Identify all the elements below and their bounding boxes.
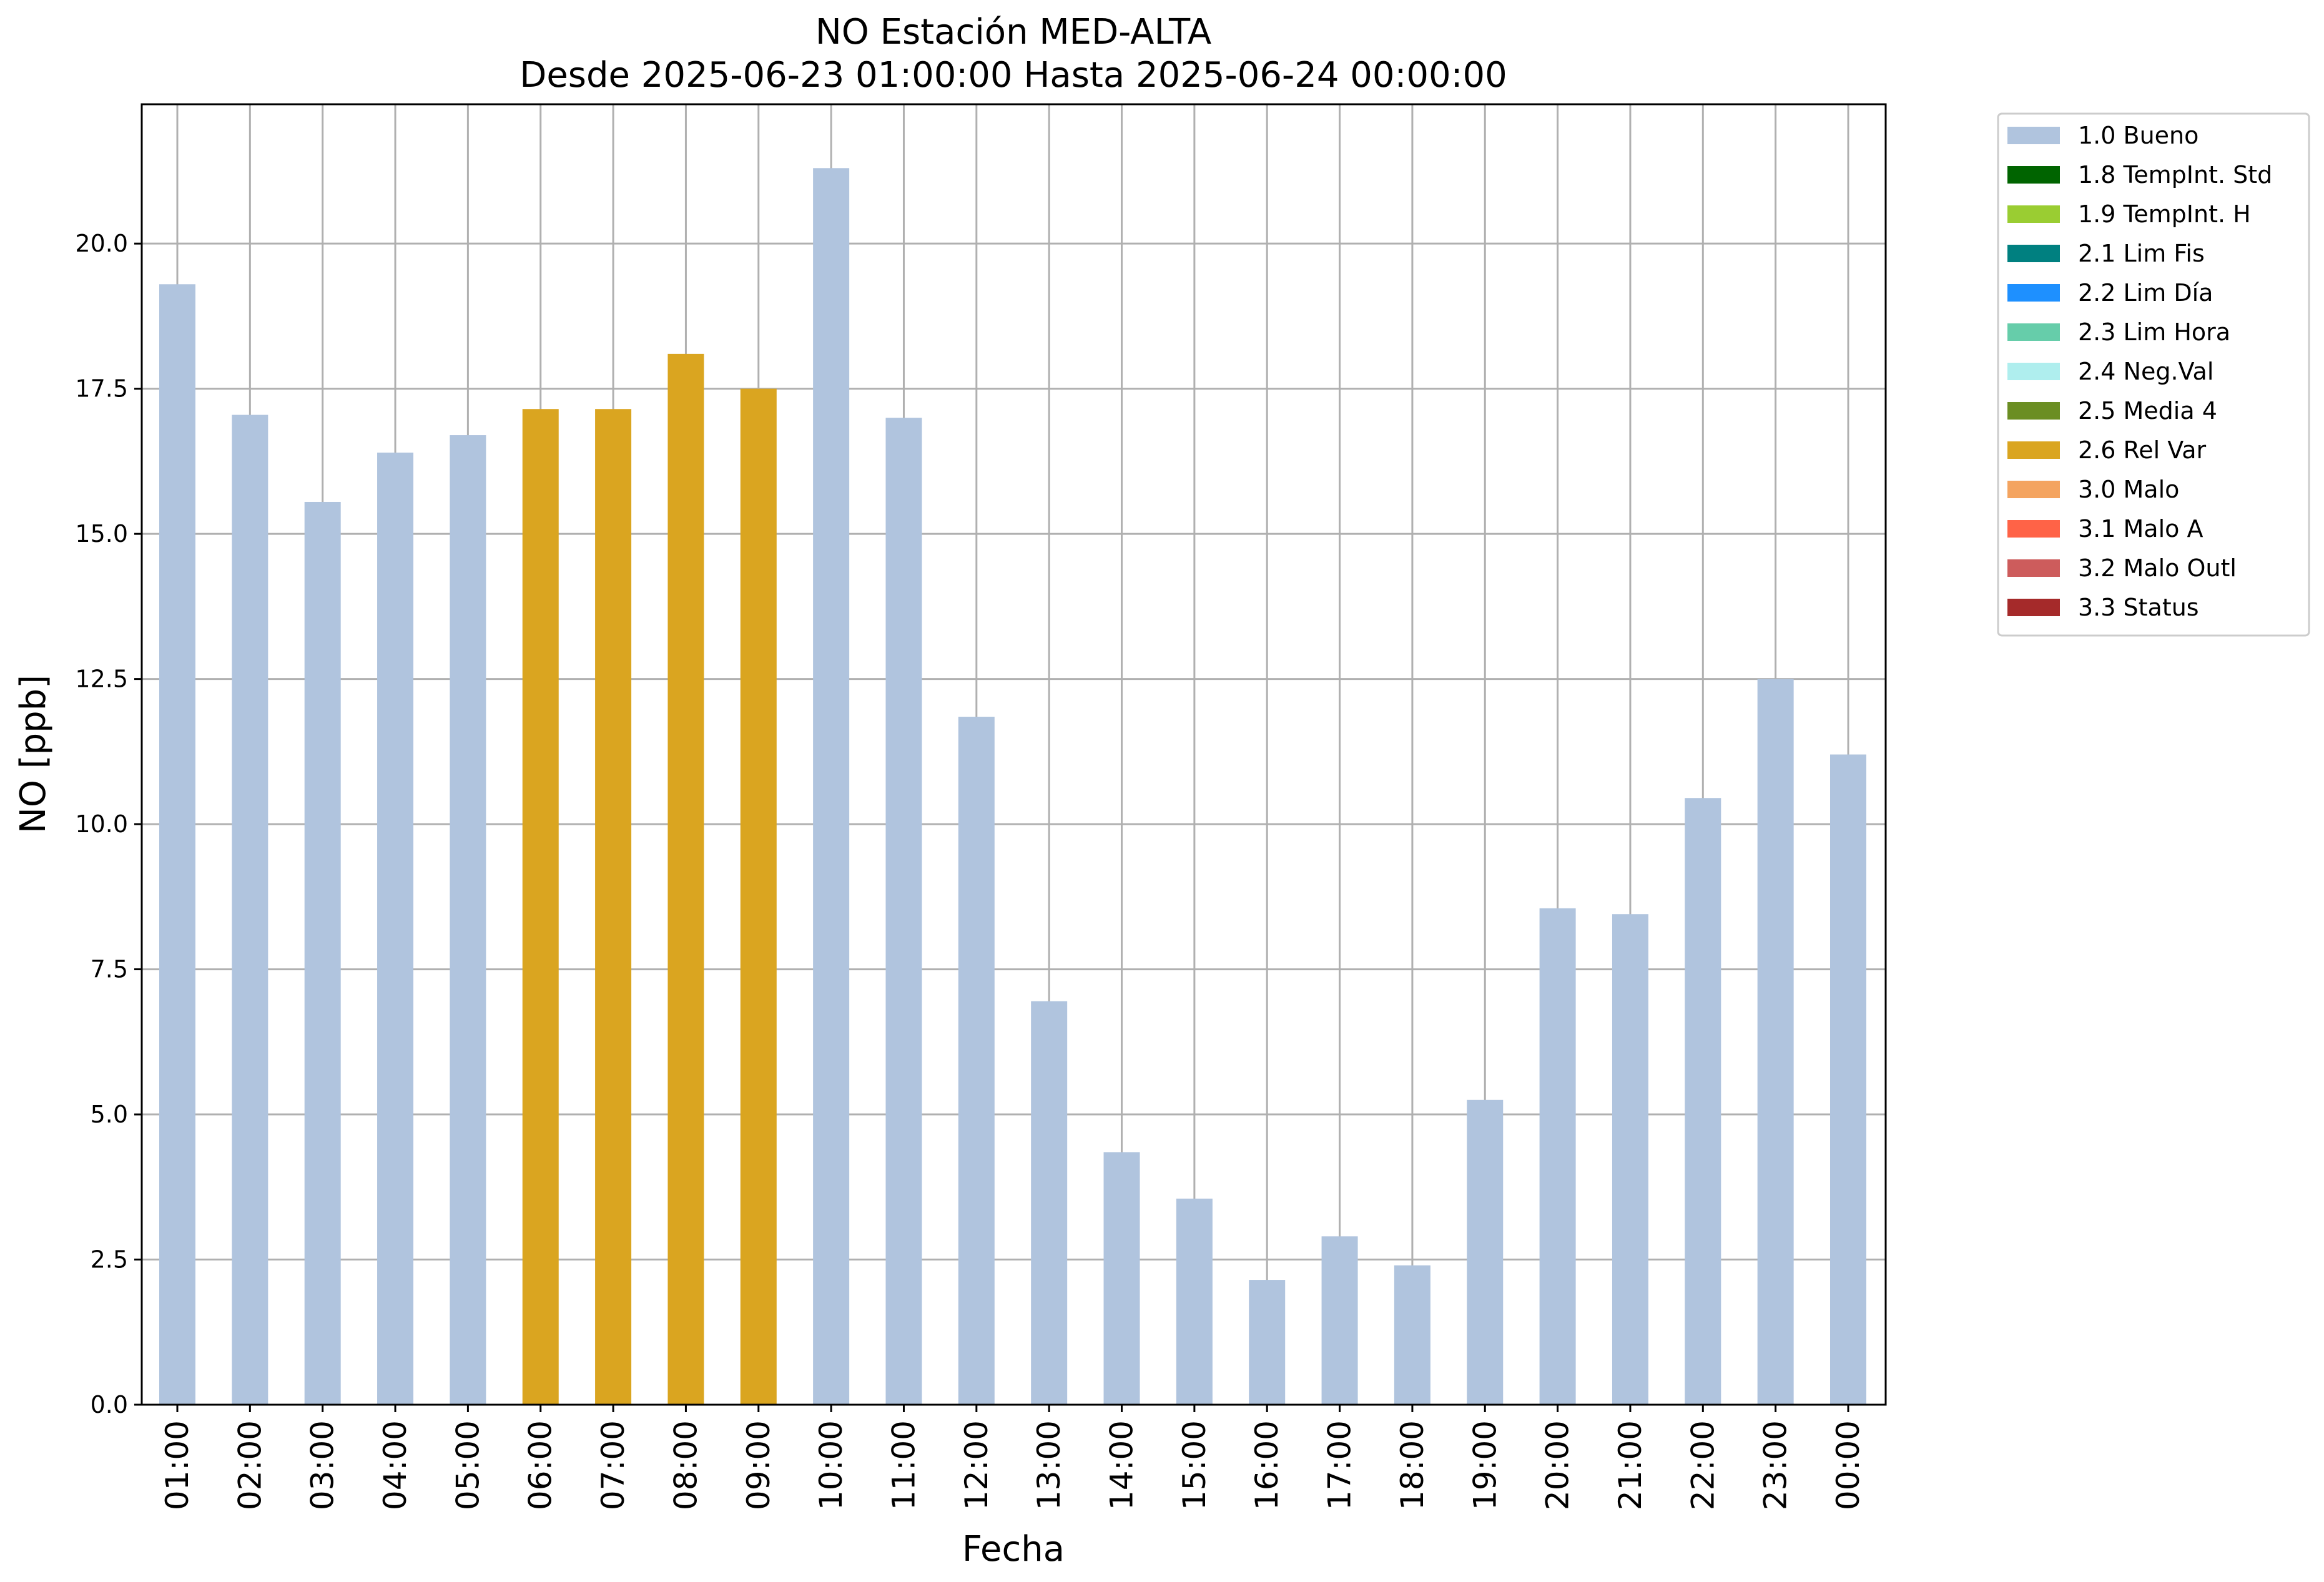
x-tick-label: 10:00 bbox=[813, 1420, 849, 1510]
y-tick-label: 15.0 bbox=[75, 520, 128, 548]
legend-label: 3.3 Status bbox=[2078, 594, 2199, 621]
x-tick-label: 16:00 bbox=[1249, 1420, 1285, 1510]
bar-1300 bbox=[1031, 1001, 1068, 1405]
x-axis-label: Fecha bbox=[962, 1529, 1065, 1570]
x-tick-label: 01:00 bbox=[159, 1420, 195, 1510]
x-tick-label: 23:00 bbox=[1758, 1420, 1794, 1510]
bar-0300 bbox=[304, 501, 341, 1405]
bar-0800 bbox=[667, 353, 704, 1405]
legend-swatch bbox=[2007, 166, 2060, 184]
legend-swatch bbox=[2007, 520, 2060, 538]
x-tick-label: 02:00 bbox=[232, 1420, 268, 1510]
bar-1600 bbox=[1249, 1280, 1286, 1405]
legend-label: 2.2 Lim Día bbox=[2078, 279, 2213, 307]
legend-swatch bbox=[2007, 245, 2060, 262]
x-tick-label: 03:00 bbox=[305, 1420, 341, 1510]
legend-swatch bbox=[2007, 599, 2060, 616]
legend-label: 2.5 Media 4 bbox=[2078, 397, 2217, 425]
legend-label: 3.0 Malo bbox=[2078, 476, 2179, 503]
bar-2100 bbox=[1612, 914, 1648, 1405]
bar-1800 bbox=[1394, 1265, 1430, 1405]
x-tick-label: 18:00 bbox=[1394, 1420, 1430, 1510]
x-tick-label: 14:00 bbox=[1104, 1420, 1140, 1510]
legend-label: 1.8 TempInt. Std bbox=[2078, 161, 2272, 189]
bar-1500 bbox=[1176, 1198, 1213, 1405]
legend-swatch bbox=[2007, 284, 2060, 302]
legend-swatch bbox=[2007, 205, 2060, 223]
y-tick-label: 7.5 bbox=[91, 956, 128, 983]
x-axis-ticks: 01:00 02:00 03:00 04:00 05:00 06:00 07:00 08:00… bbox=[159, 1405, 1866, 1510]
bar-1000 bbox=[813, 168, 850, 1405]
x-tick-label: 08:00 bbox=[667, 1420, 704, 1510]
y-axis-label: NO [ppb] bbox=[13, 675, 54, 833]
y-axis-ticks: 0.0 2.5 5.0 7.5 10.0 12.5 15.0 17.5 20.0 bbox=[75, 230, 142, 1418]
y-tick-label: 0.0 bbox=[91, 1391, 128, 1418]
bar-0600 bbox=[522, 409, 559, 1405]
bar-0900 bbox=[740, 388, 777, 1405]
legend-swatch bbox=[2007, 441, 2060, 459]
x-tick-label: 06:00 bbox=[523, 1420, 559, 1510]
x-tick-label: 04:00 bbox=[377, 1420, 413, 1510]
legend-swatch bbox=[2007, 127, 2060, 144]
legend-swatch bbox=[2007, 481, 2060, 498]
legend-label: 2.1 Lim Fis bbox=[2078, 240, 2205, 267]
bar-0200 bbox=[232, 415, 268, 1405]
legend-swatch bbox=[2007, 323, 2060, 341]
plot-frame bbox=[140, 103, 1887, 1406]
x-tick-label: 12:00 bbox=[958, 1420, 995, 1510]
legend-label: 2.6 Rel Var bbox=[2078, 436, 2207, 464]
x-tick-label: 15:00 bbox=[1176, 1420, 1213, 1510]
bar-0100 bbox=[159, 284, 195, 1405]
y-tick-label: 2.5 bbox=[91, 1246, 128, 1274]
x-tick-label: 17:00 bbox=[1322, 1420, 1358, 1510]
legend-label: 2.3 Lim Hora bbox=[2078, 318, 2230, 346]
legend-swatch bbox=[2007, 402, 2060, 420]
legend: 1.0 Bueno 1.8 TempInt. Std 1.9 TempInt. H 2… bbox=[1997, 112, 2310, 637]
bar-0000 bbox=[1830, 754, 1866, 1405]
y-tick-label: 17.5 bbox=[75, 375, 128, 403]
legend-label: 2.4 Neg.Val bbox=[2078, 358, 2213, 385]
bar-0500 bbox=[450, 435, 486, 1405]
bar-1400 bbox=[1103, 1152, 1140, 1405]
bar-2200 bbox=[1685, 798, 1721, 1405]
legend-label: 3.1 Malo A bbox=[2078, 515, 2203, 543]
y-tick-label: 5.0 bbox=[91, 1101, 128, 1128]
bar-2300 bbox=[1757, 679, 1794, 1405]
x-tick-label: 05:00 bbox=[450, 1420, 486, 1510]
chart-subtitle: Desde 2025-06-23 01:00:00 Hasta 2025-06-… bbox=[519, 55, 1507, 96]
bar-1100 bbox=[885, 418, 922, 1405]
legend-swatch bbox=[2007, 363, 2060, 380]
legend-label: 3.2 Malo Outl bbox=[2078, 554, 2237, 582]
x-tick-label: 21:00 bbox=[1612, 1420, 1648, 1510]
x-tick-label: 19:00 bbox=[1467, 1420, 1503, 1510]
y-tick-label: 10.0 bbox=[75, 810, 128, 838]
x-tick-label: 13:00 bbox=[1031, 1420, 1067, 1510]
legend-label: 1.0 Bueno bbox=[2078, 122, 2198, 149]
bar-0400 bbox=[377, 452, 414, 1405]
x-tick-label: 22:00 bbox=[1685, 1420, 1721, 1510]
bar-1700 bbox=[1321, 1236, 1358, 1405]
bar-0700 bbox=[595, 409, 632, 1405]
legend-label: 1.9 TempInt. H bbox=[2078, 200, 2251, 228]
x-tick-label: 07:00 bbox=[595, 1420, 631, 1510]
y-tick-label: 20.0 bbox=[75, 230, 128, 257]
y-tick-label: 12.5 bbox=[75, 666, 128, 693]
bars bbox=[159, 168, 1866, 1405]
legend-box bbox=[1997, 112, 2310, 637]
chart-title: NO Estación MED-ALTA bbox=[815, 12, 1211, 52]
x-tick-label: 11:00 bbox=[885, 1420, 922, 1510]
legend-swatch bbox=[2007, 559, 2060, 577]
x-tick-label: 00:00 bbox=[1830, 1420, 1866, 1510]
x-tick-label: 09:00 bbox=[741, 1420, 777, 1510]
bar-1200 bbox=[958, 717, 995, 1405]
bar-2000 bbox=[1539, 908, 1576, 1405]
bar-1900 bbox=[1467, 1099, 1504, 1405]
x-tick-label: 20:00 bbox=[1540, 1420, 1576, 1510]
